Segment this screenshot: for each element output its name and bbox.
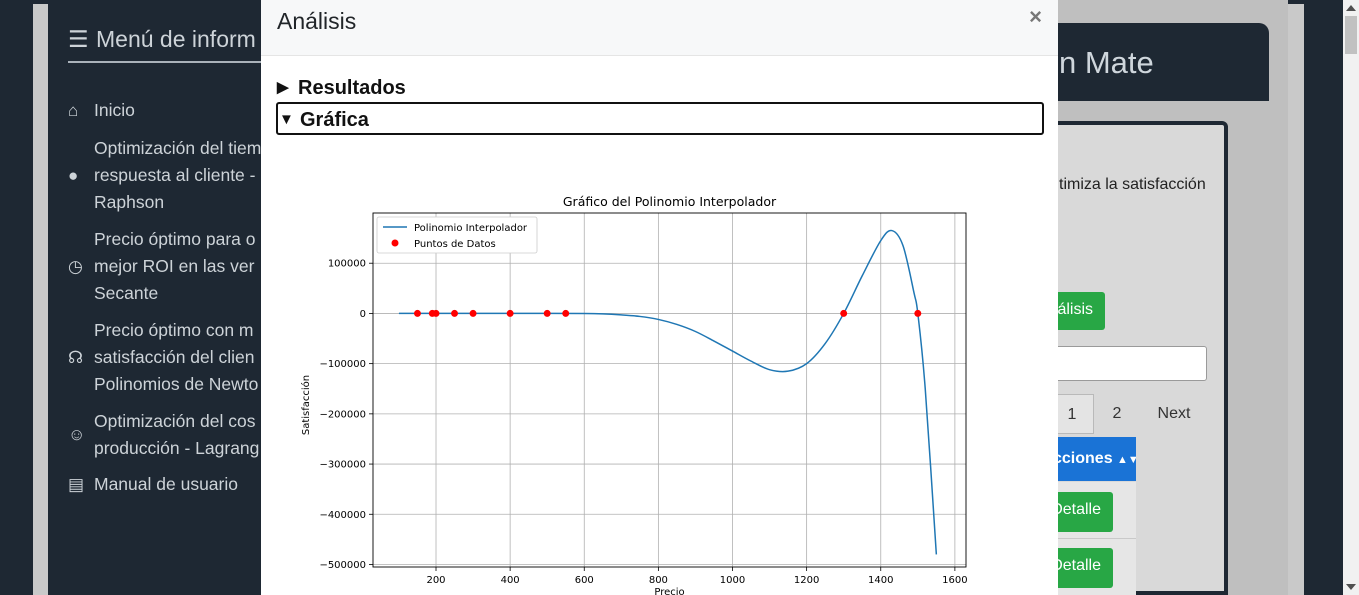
x-tick-label: 400 xyxy=(501,575,520,586)
section-resultados-toggle[interactable]: ▶ Resultados xyxy=(276,72,1044,104)
modal-title: Análisis xyxy=(277,8,357,34)
section-label: Resultados xyxy=(298,77,406,99)
frame-right xyxy=(1288,4,1304,595)
sidebar-item-label: Optimización del cos producción - Lagran… xyxy=(94,411,260,458)
next-page-button[interactable]: Next xyxy=(1157,405,1191,422)
search-input[interactable] xyxy=(1040,346,1207,381)
data-point xyxy=(413,309,421,317)
y-tick-label: 100000 xyxy=(328,259,366,270)
y-tick-label: 0 xyxy=(360,309,366,320)
page-2-button[interactable]: 2 xyxy=(1112,405,1122,422)
y-tick-label: −500000 xyxy=(319,560,366,571)
page-header-title: n Mate xyxy=(1059,45,1154,80)
x-tick-label: 1000 xyxy=(720,575,745,586)
caret-right-icon: ▶ xyxy=(277,79,289,96)
analysis-modal: Análisis × ▶ Resultados ▼ Gráfica Gráfic… xyxy=(261,0,1058,595)
sidebar-item-newton-raphson[interactable]: ● Optimización del tiem respuesta al cli… xyxy=(68,135,264,216)
plot-frame xyxy=(372,212,967,568)
smile-icon: ☺ xyxy=(68,425,86,444)
sidebar-item-manual[interactable]: ▤ Manual de usuario xyxy=(68,471,264,498)
header-card xyxy=(1040,23,1269,101)
x-tick-label: 800 xyxy=(649,575,668,586)
legend-label: Puntos de Datos xyxy=(414,239,496,250)
headset-icon: ☊ xyxy=(68,348,84,367)
data-point xyxy=(432,309,440,317)
book-icon: ▤ xyxy=(68,475,85,494)
x-tick-label: 1400 xyxy=(868,575,893,586)
caret-down-icon: ▼ xyxy=(279,111,294,128)
scroll-thumb[interactable] xyxy=(1345,16,1357,54)
chart-title: Gráfico del Polinomio Interpolador xyxy=(563,194,777,209)
data-point xyxy=(543,309,551,317)
sidebar-item-label: Inicio xyxy=(94,100,135,120)
y-tick-label: −200000 xyxy=(319,409,366,420)
series-line-polinomio xyxy=(398,229,938,555)
x-tick-label: 200 xyxy=(426,575,445,586)
user-icon: ● xyxy=(68,166,79,185)
x-tick-label: 1600 xyxy=(942,575,967,586)
sidebar-title: ☰ Menú de inform xyxy=(68,26,256,52)
sidebar-item-label: Optimización del tiem respuesta al clien… xyxy=(94,138,262,212)
chart-container: Gráfico del Polinomio Interpolador 200 400… xyxy=(285,185,985,595)
sidebar-divider xyxy=(68,61,268,63)
data-point xyxy=(506,309,514,317)
legend-box xyxy=(376,216,538,254)
sidebar-item-label: Precio óptimo para o mejor ROI en las ve… xyxy=(94,229,256,303)
data-point xyxy=(840,309,848,317)
data-point xyxy=(914,309,922,317)
legend-dot-marker xyxy=(391,239,399,247)
section-grafica-toggle[interactable]: ▼ Gráfica xyxy=(276,102,1044,135)
section-label: Gráfica xyxy=(300,109,369,131)
sidebar-item-inicio[interactable]: ⌂ Inicio xyxy=(68,97,264,124)
frame-left xyxy=(33,4,48,595)
sidebar-item-label: Precio óptimo con m satisfacción del cli… xyxy=(94,320,259,394)
list-icon: ☰ xyxy=(68,26,89,52)
y-tick-label: −100000 xyxy=(319,359,366,370)
sidebar-item-newton-polinomios[interactable]: ☊ Precio óptimo con m satisfacción del c… xyxy=(68,317,264,398)
sort-icon: ▲▼ xyxy=(1117,454,1136,466)
x-axis-label: Precio xyxy=(654,587,684,595)
scroll-up-icon[interactable] xyxy=(1346,5,1356,11)
interpolation-chart: Gráfico del Polinomio Interpolador 200 400… xyxy=(300,194,968,595)
sidebar-item-secante[interactable]: ◷ Precio óptimo para o mejor ROI en las … xyxy=(68,226,264,307)
y-tick-label: −400000 xyxy=(319,510,366,521)
sidebar-item-lagrange[interactable]: ☺ Optimización del cos producción - Lagr… xyxy=(68,408,264,462)
home-icon: ⌂ xyxy=(68,101,79,120)
sidebar-item-label: Manual de usuario xyxy=(94,474,238,494)
legend-label: Polinomio Interpolador xyxy=(414,223,528,234)
y-axis-label: Satisfacción xyxy=(300,375,312,435)
x-tick-label: 600 xyxy=(575,575,594,586)
x-tick-label: 1200 xyxy=(794,575,819,586)
y-tick-label: −300000 xyxy=(319,460,366,471)
clock-icon: ◷ xyxy=(68,257,83,276)
close-icon[interactable]: × xyxy=(1029,4,1042,29)
scroll-down-icon[interactable] xyxy=(1346,584,1356,590)
data-point xyxy=(469,309,477,317)
sidebar: ☰ Menú de inform ⌂ Inicio ● Optimización … xyxy=(48,4,268,595)
data-point xyxy=(562,309,570,317)
modal-header: Análisis × xyxy=(261,0,1058,56)
page-description: timiza la satisfacción xyxy=(1059,176,1206,193)
page-scrollbar[interactable] xyxy=(1343,0,1359,595)
data-point xyxy=(451,309,459,317)
